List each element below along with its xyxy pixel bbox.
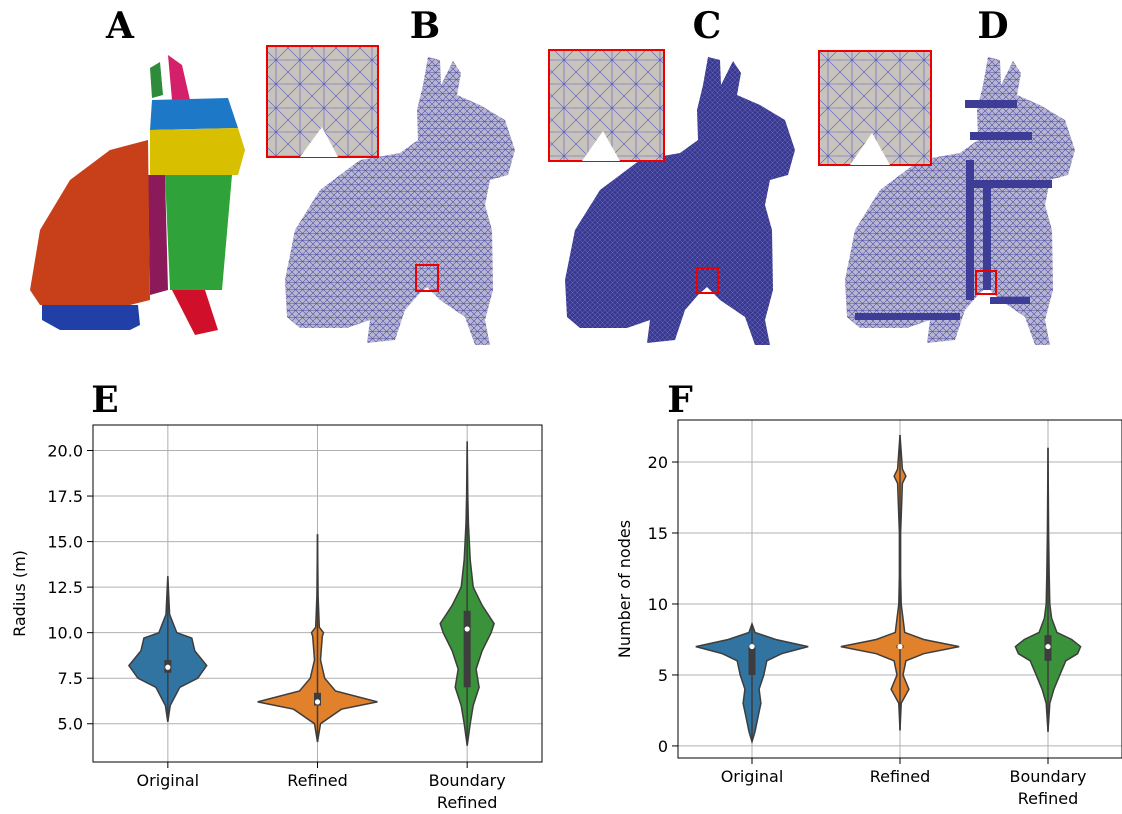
y-tick-label: 15.0 xyxy=(47,533,83,552)
y-tick-label: 15 xyxy=(648,524,668,543)
y-axis-label: Number of nodes xyxy=(615,520,634,658)
x-tick-label: Boundary xyxy=(1009,767,1086,786)
inset-b xyxy=(266,45,439,292)
panel-label: B xyxy=(410,5,440,47)
median xyxy=(897,643,903,650)
y-tick-label: 17.5 xyxy=(47,487,83,506)
plot-frame xyxy=(92,424,543,763)
x-tick-label: Refined xyxy=(287,771,347,790)
inset-c xyxy=(548,49,719,294)
panel-label: D xyxy=(977,5,1008,47)
median xyxy=(749,643,755,650)
plot-frame xyxy=(677,419,1122,759)
box xyxy=(748,646,756,675)
y-tick-label: 5.0 xyxy=(58,715,83,734)
x-tick-label: Boundary xyxy=(429,771,506,790)
x-tick-label: Original xyxy=(721,767,784,786)
panel-a-image xyxy=(30,55,245,335)
y-tick-label: 12.5 xyxy=(47,578,83,597)
x-tick-label: Refined xyxy=(437,793,497,812)
panel-label: E xyxy=(91,379,118,421)
y-tick-label: 7.5 xyxy=(58,669,83,688)
inset-d xyxy=(818,50,997,295)
y-tick-label: 20 xyxy=(648,453,668,472)
x-tick-label: Original xyxy=(137,771,200,790)
x-tick-label: Refined xyxy=(870,767,930,786)
y-axis-label: Radius (m) xyxy=(10,550,29,637)
median xyxy=(314,699,321,705)
y-tick-label: 10.0 xyxy=(47,624,83,643)
y-tick-label: 5 xyxy=(658,666,668,685)
median xyxy=(1045,643,1051,650)
y-tick-label: 20.0 xyxy=(47,442,83,461)
y-tick-label: 0 xyxy=(658,737,668,756)
median xyxy=(165,664,171,670)
panel-label: A xyxy=(105,5,135,47)
y-tick-label: 10 xyxy=(648,595,668,614)
x-tick-label: Refined xyxy=(1018,789,1078,808)
box xyxy=(463,610,471,688)
panel-label: C xyxy=(693,5,722,47)
box xyxy=(314,692,321,706)
median xyxy=(464,626,470,632)
panel-label: F xyxy=(667,379,693,421)
panel-d-image xyxy=(845,57,1075,345)
